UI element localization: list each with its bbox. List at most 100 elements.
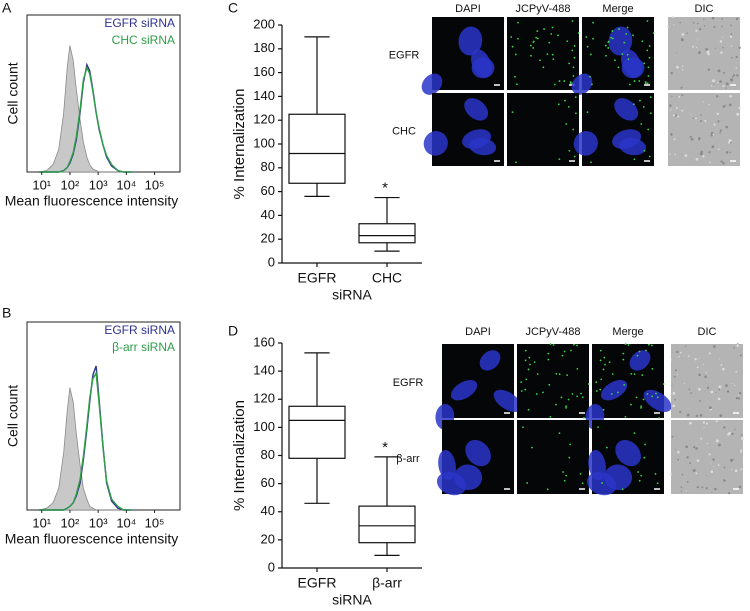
signal — [646, 49, 649, 52]
nucleus — [621, 57, 645, 79]
column-header: Merge — [612, 326, 643, 338]
x-tick-label: 10⁵ — [145, 515, 165, 530]
signal — [611, 373, 614, 375]
texture — [680, 38, 684, 42]
texture — [728, 139, 732, 143]
texture — [673, 24, 675, 26]
legend-entry: EGFR siRNA — [104, 323, 175, 337]
y-axis-label: % Internalization — [231, 89, 248, 200]
texture — [711, 491, 713, 494]
texture — [673, 114, 676, 117]
signal — [510, 36, 513, 38]
texture — [730, 24, 732, 27]
signal — [636, 354, 639, 357]
signal — [549, 343, 552, 345]
texture — [740, 434, 743, 436]
panel-label: D — [228, 323, 238, 339]
legend-entry: β-arr siRNA — [112, 340, 175, 354]
signal — [568, 62, 571, 65]
signal — [572, 75, 575, 77]
nucleus — [436, 471, 467, 496]
texture — [674, 398, 676, 401]
texture — [709, 161, 711, 164]
signal — [546, 53, 549, 56]
signal — [549, 415, 552, 418]
y-tick-label: 0 — [268, 559, 275, 574]
texture — [728, 103, 732, 107]
x-axis-label: Mean fluorescence intensity — [5, 193, 179, 209]
texture — [690, 113, 692, 115]
signal — [587, 383, 590, 385]
signal — [610, 36, 613, 39]
signal — [542, 391, 544, 394]
texture — [677, 458, 679, 461]
texture — [736, 112, 740, 116]
texture — [703, 101, 705, 103]
signal — [640, 123, 643, 125]
texture — [677, 450, 680, 454]
image-background — [507, 93, 579, 166]
texture — [688, 388, 691, 391]
texture — [676, 373, 678, 376]
texture — [712, 345, 716, 348]
signal — [643, 456, 646, 459]
signal — [572, 128, 575, 131]
signal — [637, 471, 639, 473]
texture — [716, 112, 719, 116]
signal — [570, 349, 572, 352]
texture — [725, 104, 727, 107]
texture — [687, 355, 690, 358]
texture — [708, 453, 711, 456]
texture — [729, 151, 732, 154]
x-axis-label: siRNA — [332, 592, 372, 608]
texture — [720, 364, 723, 366]
texture — [726, 390, 730, 393]
texture — [695, 447, 698, 450]
histogram-line — [39, 371, 132, 511]
texture — [717, 148, 720, 151]
panel-label: A — [2, 0, 12, 16]
texture — [700, 120, 703, 123]
y-tick-label: 80 — [261, 447, 275, 462]
signal — [520, 390, 523, 392]
x-tick-label: 10⁴ — [116, 515, 136, 530]
texture — [702, 155, 705, 158]
texture — [733, 347, 735, 349]
signal — [586, 111, 589, 114]
signal — [651, 367, 654, 370]
signal — [649, 112, 652, 115]
texture — [678, 95, 681, 98]
signal — [595, 390, 598, 392]
texture — [725, 82, 729, 86]
texture — [735, 397, 739, 400]
texture — [693, 446, 696, 449]
signal — [639, 99, 641, 102]
texture — [708, 151, 711, 154]
signal — [566, 40, 569, 43]
texture — [695, 472, 698, 475]
texture — [712, 133, 715, 136]
signal — [532, 41, 535, 44]
signal — [642, 398, 645, 401]
texture — [732, 74, 736, 77]
signal — [603, 356, 606, 359]
texture — [674, 369, 677, 372]
signal — [536, 30, 539, 32]
texture — [670, 458, 672, 460]
texture — [671, 384, 673, 386]
x-tick-label: 10² — [61, 515, 80, 530]
signal — [621, 53, 624, 56]
signal — [562, 471, 564, 473]
texture — [681, 65, 684, 68]
signal — [535, 36, 538, 39]
texture — [709, 406, 712, 410]
texture — [710, 390, 714, 394]
nucleus — [493, 389, 522, 412]
texture — [731, 76, 734, 78]
significance-mark: * — [382, 180, 388, 197]
signal — [589, 75, 591, 78]
texture — [700, 437, 703, 440]
texture — [704, 375, 707, 378]
signal — [573, 343, 575, 346]
